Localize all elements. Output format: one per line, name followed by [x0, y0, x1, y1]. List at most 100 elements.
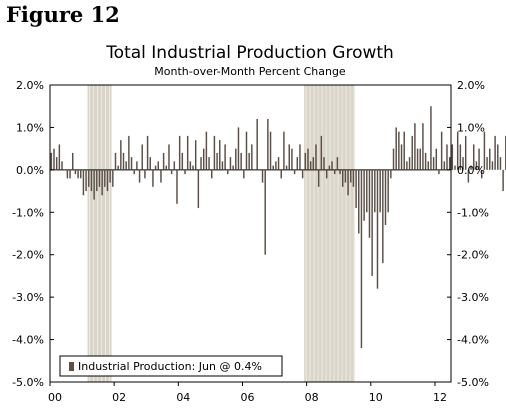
bar: [93, 169, 95, 200]
bar: [229, 157, 232, 170]
bar: [481, 169, 483, 179]
bar: [192, 165, 194, 170]
bar: [350, 169, 352, 183]
figure-label: Figure 12: [6, 2, 120, 27]
bar: [170, 169, 173, 175]
bar: [462, 157, 464, 170]
x-tick-label: 02: [112, 391, 126, 404]
bar: [317, 169, 320, 187]
bar: [104, 169, 106, 187]
bar: [202, 148, 205, 170]
bar: [299, 144, 301, 170]
bar: [352, 169, 355, 187]
bar: [168, 144, 170, 170]
bar: [90, 169, 93, 192]
chart-title: Total Industrial Production Growth: [105, 43, 394, 63]
bar: [114, 152, 117, 170]
bar: [165, 165, 168, 170]
bar: [173, 161, 176, 170]
bar: [307, 148, 309, 170]
bar: [253, 169, 256, 171]
bar: [283, 131, 285, 170]
bar: [408, 157, 411, 170]
bar: [320, 135, 323, 170]
bars: [50, 106, 506, 349]
bar: [224, 144, 226, 170]
bar: [117, 165, 119, 170]
bar: [424, 152, 427, 170]
bar: [333, 169, 336, 175]
bar: [112, 169, 114, 187]
bar: [315, 144, 317, 170]
bar: [200, 157, 202, 170]
bar: [61, 161, 63, 170]
bar: [427, 161, 430, 170]
bar: [106, 169, 109, 192]
bar: [138, 169, 141, 183]
bar: [448, 157, 451, 170]
legend-label: Industrial Production: Jun @ 0.4%: [78, 360, 262, 373]
y-tick-label: -2.0%: [457, 249, 489, 262]
bar: [363, 169, 365, 221]
bar: [128, 135, 130, 170]
bar: [288, 144, 290, 170]
bar: [74, 169, 77, 175]
bar: [109, 169, 111, 183]
bar: [69, 169, 71, 179]
bar: [221, 161, 224, 170]
chart-subtitle: Month-over-Month Percent Change: [154, 65, 346, 78]
x-axis: 00 02 04 06 08 10 12: [48, 382, 447, 404]
bar: [502, 169, 504, 192]
bar: [53, 148, 55, 170]
bar: [464, 135, 467, 170]
bar: [494, 135, 496, 170]
bar: [194, 140, 197, 170]
plot-frame: [49, 84, 452, 383]
bar: [398, 131, 400, 170]
bar: [358, 169, 360, 234]
bar: [259, 169, 261, 171]
bar: [261, 169, 264, 183]
bar: [467, 169, 470, 183]
bar: [443, 161, 446, 170]
bar: [157, 161, 159, 170]
bar: [144, 169, 146, 179]
bar: [101, 169, 103, 196]
bar: [232, 165, 234, 170]
y-tick-label: 1.0%: [457, 121, 485, 134]
bar: [219, 140, 221, 170]
bar: [387, 169, 389, 213]
bar: [58, 144, 61, 170]
y-axis-right: 2.0% 1.0% 0.0% -1.0% -2.0% -3.0% -4.0% -5.0%: [447, 79, 489, 389]
bar: [304, 152, 307, 170]
bar: [293, 169, 296, 175]
bar: [154, 165, 157, 170]
bar: [374, 169, 376, 213]
bar: [264, 169, 266, 255]
bar: [483, 131, 486, 170]
bar: [390, 169, 392, 179]
bar: [341, 169, 344, 187]
bar: [245, 131, 248, 170]
y-axis-left: 2.0% 1.0% 0.0% -1.0% -2.0% -3.0% -4.0% -5.0%: [12, 79, 54, 389]
bar: [85, 169, 87, 192]
bar: [213, 135, 216, 170]
bar: [491, 161, 494, 170]
bar: [237, 127, 240, 170]
y-tick-label: -4.0%: [12, 334, 44, 347]
bar: [272, 165, 274, 170]
bar: [451, 144, 454, 170]
bar: [414, 123, 416, 170]
bar: [392, 148, 395, 170]
bar: [205, 131, 208, 170]
bar: [162, 152, 165, 170]
bar: [256, 118, 258, 170]
bar: [309, 161, 312, 170]
bar: [243, 169, 245, 179]
bar: [339, 169, 341, 175]
x-tick-label: 06: [240, 391, 254, 404]
bar: [251, 144, 253, 170]
bar: [98, 169, 101, 187]
bar: [50, 152, 53, 170]
bar: [181, 152, 184, 170]
